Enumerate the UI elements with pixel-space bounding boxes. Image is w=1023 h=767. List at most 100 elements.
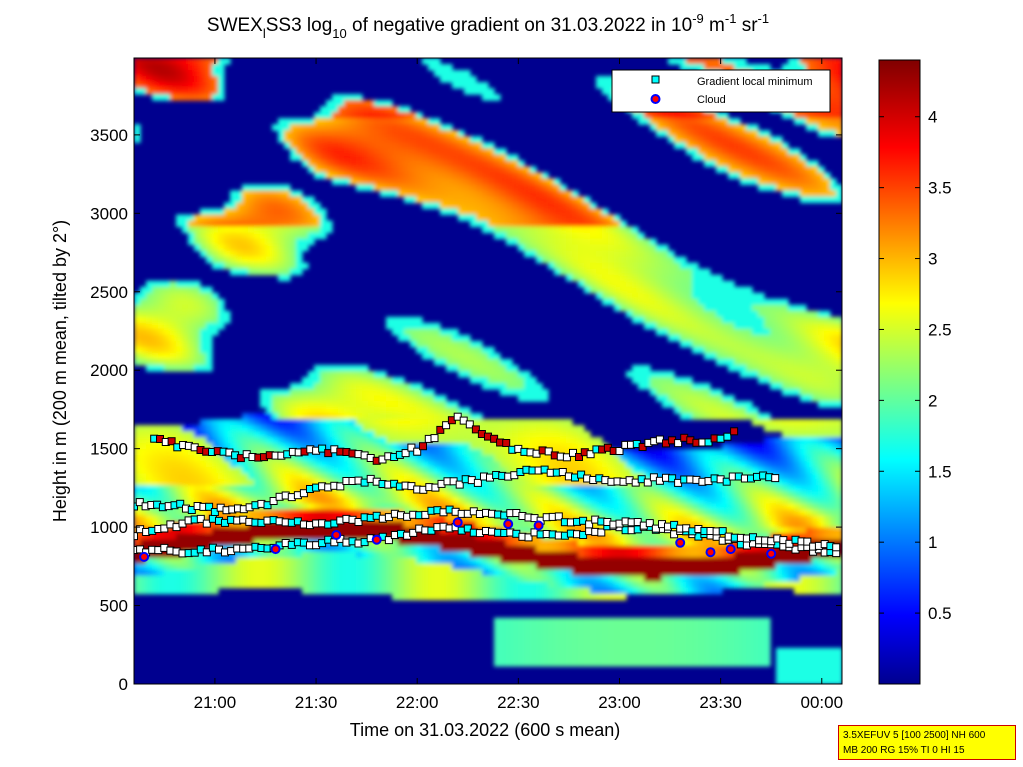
- heatmap-cell: [410, 491, 417, 498]
- heatmap-cell: [416, 407, 423, 414]
- heatmap-cell: [194, 352, 201, 360]
- heatmap-cell: [362, 407, 369, 414]
- heatmap-cell: [284, 190, 291, 198]
- heatmap-cell: [158, 352, 165, 360]
- heatmap-cell: [566, 545, 573, 553]
- heatmap-cell: [392, 130, 399, 137]
- heatmap-cell: [488, 346, 495, 354]
- heatmap-cell: [620, 551, 627, 559]
- heatmap-cell: [458, 407, 465, 414]
- heatmap-cell: [536, 479, 543, 486]
- heatmap-cell: [302, 467, 309, 474]
- heatmap-cell: [176, 58, 183, 65]
- heatmap-cell: [482, 533, 489, 541]
- heatmap-cell: [248, 443, 255, 450]
- heatmap-cell: [608, 497, 615, 505]
- heatmap-cell: [632, 575, 639, 583]
- heatmap-cell: [152, 322, 159, 330]
- heatmap-cell: [380, 100, 387, 107]
- heatmap-cell: [488, 208, 495, 216]
- heatmap-cell: [344, 94, 351, 101]
- heatmap-cell: [614, 220, 621, 228]
- heatmap-cell: [248, 473, 255, 480]
- heatmap-cell: [680, 533, 687, 541]
- heatmap-cell: [656, 124, 663, 131]
- heatmap-cell: [152, 539, 159, 547]
- heatmap-cell: [158, 479, 165, 486]
- heatmap-cell: [470, 431, 477, 438]
- heatmap-cell: [134, 352, 141, 360]
- heatmap-cell: [566, 503, 573, 511]
- heatmap-cell: [308, 136, 315, 143]
- heatmap-cell: [482, 581, 489, 589]
- heatmap-cell: [338, 419, 345, 426]
- heatmap-cell: [494, 383, 501, 390]
- heatmap-cell: [566, 653, 573, 661]
- heatmap-cell: [416, 551, 423, 559]
- heatmap-cell: [350, 166, 357, 173]
- heatmap-cell: [362, 437, 369, 444]
- heatmap-cell: [416, 467, 423, 474]
- heatmap-cell: [260, 425, 267, 432]
- heatmap-cell: [368, 407, 375, 414]
- heatmap-cell: [356, 533, 363, 541]
- heatmap-cell: [476, 485, 483, 492]
- heatmap-cell: [488, 491, 495, 498]
- heatmap-cell: [290, 148, 297, 155]
- heatmap-cell: [638, 286, 645, 294]
- heatmap-cell: [362, 533, 369, 541]
- heatmap-cell: [434, 401, 441, 408]
- heatmap-cell: [494, 364, 501, 372]
- heatmap-cell: [362, 166, 369, 173]
- heatmap-cell: [404, 136, 411, 143]
- heatmap-cell: [542, 425, 549, 432]
- heatmap-cell: [236, 575, 243, 583]
- heatmap-cell: [656, 262, 663, 270]
- heatmap-cell: [590, 569, 597, 577]
- heatmap-cell: [338, 100, 345, 107]
- heatmap-cell: [608, 292, 615, 300]
- heatmap-cell: [620, 497, 627, 505]
- heatmap-cell: [650, 377, 657, 384]
- heatmap-cell: [152, 521, 159, 529]
- heatmap-cell: [182, 352, 189, 360]
- heatmap-cell: [476, 184, 483, 192]
- heatmap-cell: [524, 238, 531, 246]
- heatmap-cell: [554, 479, 561, 486]
- heatmap-cell: [200, 419, 207, 426]
- heatmap-cell: [242, 184, 249, 192]
- heatmap-cell: [338, 395, 345, 402]
- heatmap-cell: [362, 106, 369, 113]
- heatmap-cell: [452, 340, 459, 348]
- heatmap-cell: [314, 425, 321, 432]
- heatmap-cell: [650, 647, 657, 655]
- heatmap-cell: [650, 304, 657, 312]
- heatmap-cell: [428, 148, 435, 155]
- heatmap-cell: [680, 112, 687, 119]
- heatmap-cell: [410, 160, 417, 167]
- heatmap-cell: [296, 142, 303, 149]
- heatmap-cell: [236, 244, 243, 252]
- heatmap-cell: [386, 118, 393, 125]
- heatmap-cell: [530, 208, 537, 216]
- heatmap-cell: [314, 575, 321, 583]
- heatmap-cell: [644, 371, 651, 378]
- heatmap-cell: [254, 256, 261, 264]
- heatmap-cell: [560, 196, 567, 204]
- heatmap-cell: [200, 232, 207, 240]
- heatmap-cell: [482, 419, 489, 426]
- heatmap-cell: [350, 364, 357, 372]
- heatmap-cell: [590, 232, 597, 240]
- heatmap-cell: [680, 635, 687, 643]
- heatmap-cell: [248, 196, 255, 204]
- heatmap-cell: [146, 304, 153, 312]
- heatmap-cell: [146, 563, 153, 571]
- heatmap-cell: [134, 82, 141, 89]
- heatmap-cell: [482, 569, 489, 577]
- heatmap-cell: [404, 569, 411, 577]
- heatmap-cell: [218, 220, 225, 228]
- heatmap-cell: [392, 557, 399, 565]
- heatmap-cell: [272, 425, 279, 432]
- heatmap-cell: [596, 274, 603, 282]
- heatmap-cell: [200, 539, 207, 547]
